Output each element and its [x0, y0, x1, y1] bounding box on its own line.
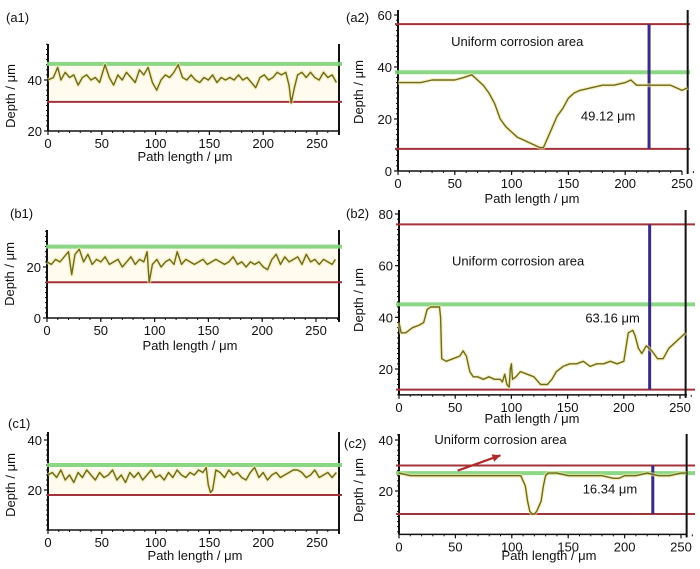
x-tick-label: 0 [43, 323, 50, 338]
region-arrow-head-icon [491, 454, 501, 462]
x-tick-label: 100 [145, 535, 167, 550]
x-tick-label: 150 [557, 539, 579, 554]
y-tick-label: 60 [378, 8, 392, 23]
y-tick-label: 20 [28, 483, 42, 498]
x-tick-label: 150 [558, 176, 580, 191]
x-tick-label: 100 [501, 176, 523, 191]
depth-value-annotation: 49.12 μm [581, 108, 635, 123]
panel-c1: 0 50 100 150 200 250 20 40 Path length / μm Depth… [3, 416, 342, 563]
x-tick-label: 50 [95, 535, 109, 550]
depth-profile-line [47, 63, 338, 104]
region-label: Uniform corrosion area [434, 432, 567, 447]
y-tick-label: 20 [379, 362, 393, 377]
y-tick-label: 40 [379, 310, 393, 325]
y-tick-label: 20 [378, 112, 392, 127]
x-tick-label: 250 [305, 323, 327, 338]
y-axis-title: Depth / μm [3, 64, 18, 128]
region-label: Uniform corrosion area [452, 254, 585, 269]
y-tick-label: 20 [27, 260, 41, 275]
y-tick-label: 40 [379, 433, 393, 448]
x-tick-label: 50 [448, 539, 462, 554]
x-axis-title: Path length / μm [148, 548, 243, 563]
y-tick-label: 0 [34, 311, 41, 326]
depth-value-annotation: 63.16 μm [585, 311, 639, 326]
panel-a2: 0 50 100 150 200 250 0 20 40 60 Path length / μm De… [346, 8, 694, 206]
x-tick-label: 0 [44, 535, 51, 550]
x-tick-label: 200 [614, 539, 636, 554]
x-tick-label: 50 [448, 400, 462, 415]
x-tick-label: 200 [251, 323, 273, 338]
x-tick-label: 0 [395, 539, 402, 554]
panel-label: (c1) [8, 416, 30, 431]
depth-profile-line [398, 74, 688, 149]
x-tick-label: 250 [670, 539, 692, 554]
depth-profile-line [46, 248, 336, 283]
y-axis-title: Depth / μm [351, 268, 366, 332]
panel-label: (b2) [346, 206, 369, 221]
x-tick-label: 150 [198, 323, 220, 338]
panel-label: (a2) [346, 10, 369, 25]
depth-profile-line [47, 466, 337, 494]
x-tick-label: 250 [306, 535, 328, 550]
x-axis-title: Path length / μm [485, 411, 580, 426]
depth-profile-line [398, 306, 687, 388]
y-axis-title: Depth / μm [3, 453, 18, 517]
panel-label: (c2) [344, 436, 366, 451]
x-tick-label: 100 [145, 136, 167, 151]
panel-label: (a1) [6, 10, 29, 25]
x-tick-label: 50 [95, 136, 109, 151]
x-tick-label: 150 [199, 535, 221, 550]
x-tick-label: 250 [669, 400, 691, 415]
y-axis-title: Depth / μm [351, 60, 366, 124]
y-axis-title: Depth / μm [351, 458, 366, 522]
region-label: Uniform corrosion area [451, 34, 584, 49]
x-tick-label: 250 [671, 176, 693, 191]
x-tick-label: 0 [394, 176, 401, 191]
y-tick-label: 80 [379, 207, 393, 222]
y-tick-label: 40 [28, 73, 42, 88]
x-tick-label: 250 [306, 136, 328, 151]
x-tick-label: 100 [501, 539, 523, 554]
x-tick-label: 200 [252, 136, 274, 151]
x-tick-label: 200 [614, 176, 636, 191]
x-axis-title: Path length / μm [143, 338, 238, 353]
x-tick-label: 150 [199, 136, 221, 151]
y-tick-label: 60 [379, 259, 393, 274]
x-axis-title: Path length / μm [502, 548, 597, 563]
x-tick-label: 150 [557, 400, 579, 415]
panel-c2: 0 50 100 150 200 250 20 40 Path length / μm Depth… [344, 432, 695, 563]
x-tick-label: 200 [252, 535, 274, 550]
y-tick-label: 20 [379, 484, 393, 499]
y-tick-label: 40 [28, 433, 42, 448]
panel-b1: 0 50 100 150 200 250 0 20 Path length / μm Depth … [2, 206, 342, 353]
panel-b2: 0 50 100 150 200 250 20 40 60 80 Path length / μm D… [346, 206, 695, 426]
y-tick-label: 20 [28, 124, 42, 139]
y-tick-label: 40 [378, 60, 392, 75]
x-axis-title: Path length / μm [485, 191, 580, 206]
depth-value-annotation: 16.34 μm [583, 482, 637, 497]
y-axis-title: Depth / μm [2, 242, 17, 306]
x-tick-label: 50 [448, 176, 462, 191]
x-axis-title: Path length / μm [138, 149, 233, 164]
x-tick-label: 0 [395, 400, 402, 415]
x-tick-label: 200 [613, 400, 635, 415]
y-tick-label: 0 [385, 164, 392, 179]
x-tick-label: 100 [144, 323, 166, 338]
x-tick-label: 100 [501, 400, 523, 415]
panel-label: (b1) [10, 206, 33, 221]
x-tick-label: 50 [94, 323, 108, 338]
x-tick-label: 0 [44, 136, 51, 151]
panel-a1: 0 50 100 150 200 250 20 40 Path length / μm Depth… [3, 10, 342, 164]
